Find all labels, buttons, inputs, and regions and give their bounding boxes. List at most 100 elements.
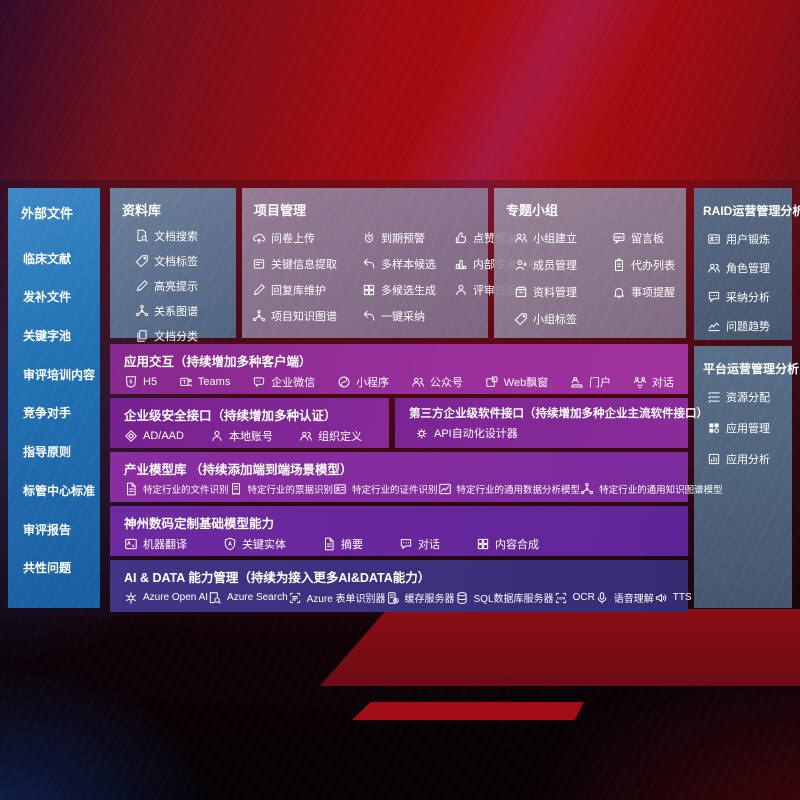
receipt-icon (229, 482, 243, 496)
feature-item: TTS (654, 591, 692, 605)
trend-chart-icon (707, 319, 721, 333)
feature-item: 对话 (399, 536, 440, 552)
panel-title: 外部文件 (21, 206, 74, 221)
cache-server-icon (386, 591, 400, 605)
cloud-upload-icon (252, 231, 266, 245)
feature-item: API自动化设计器 (415, 425, 518, 441)
row-title: 第三方企业级软件接口（持续增加多种企业主流软件接口） (409, 408, 708, 420)
feature-item: 回复库维护 (252, 282, 362, 298)
id-card-icon (333, 482, 347, 496)
list-item: 标管中心标准 (23, 483, 96, 498)
list-item: 指导原则 (23, 445, 72, 460)
knowledge-graph-icon (135, 304, 149, 318)
feature-item: 摘要 (322, 536, 363, 552)
feature-item: 文档分类 (135, 328, 236, 344)
openai-icon (124, 591, 138, 605)
tts-icon (654, 591, 668, 605)
feature-item: 用户锻炼 (707, 231, 792, 247)
clipboard-icon (612, 258, 626, 272)
api-gear-icon (415, 426, 429, 440)
bell-icon (612, 285, 626, 299)
chat-bubble-icon (399, 537, 413, 551)
people-icon (514, 231, 528, 245)
feature-item: Azure Search (208, 591, 288, 605)
chat-qa-icon (707, 290, 721, 304)
app-interaction-row: 应用交互（持续增加多种客户端） H5 Teams 企业微信 小程序 公众号 We… (110, 344, 688, 394)
feature-item: 机器翻译 (124, 536, 187, 552)
chart-box-icon (707, 452, 721, 466)
feature-item: 特定行业的证件识别 (333, 482, 438, 496)
documents-icon (135, 329, 149, 343)
feature-item: H5 (124, 375, 157, 389)
feature-item: 问卷上传 (252, 230, 362, 246)
foundation-model-row: 神州数码定制基础模型能力 机器翻译 关键实体 摘要 对话 内容合成 (110, 506, 688, 556)
adopt-arrow-icon (362, 309, 376, 323)
feature-item: 项目知识图谱 (252, 308, 362, 324)
feature-item: 留言板 (612, 230, 686, 246)
highlight-pen-icon (135, 279, 149, 293)
doc-extract-icon (252, 257, 266, 271)
list-item: 共性问题 (23, 561, 72, 576)
feature-item: 内容合成 (476, 536, 539, 552)
feature-item: 代办列表 (612, 257, 686, 273)
feature-item: 公众号 (411, 374, 463, 390)
feature-item: OCR (554, 591, 595, 605)
grid-icon (476, 537, 490, 551)
feature-item: 特定行业的通用数据分析模型 (438, 482, 580, 496)
feature-item: Azure 表单识别器 (288, 590, 386, 605)
ai-data-row: AI & DATA 能力管理（持续为接入更多AI&DATA能力） Azure O… (110, 560, 692, 612)
row-title: AI & DATA 能力管理（持续为接入更多AI&DATA能力） (124, 571, 431, 585)
shield-a-icon (223, 537, 237, 551)
list-item: 审评培训内容 (23, 367, 96, 382)
feature-item: 门户 (570, 374, 611, 390)
feature-item: 角色管理 (707, 260, 792, 276)
feature-item: 应用管理 (707, 420, 792, 436)
knowledge-graph-icon (252, 309, 266, 323)
app-grid-icon (707, 421, 721, 435)
feature-item: 语音理解 (595, 590, 654, 605)
feature-item: 小组建立 (514, 230, 612, 246)
feature-item: 企业微信 (252, 374, 315, 390)
feature-item: 资源分配 (707, 389, 792, 405)
panel-title: 项目管理 (254, 203, 307, 218)
row-title: 产业模型库 （持续添加端到端场景模型） (124, 463, 353, 477)
feature-item: 应用分析 (707, 451, 792, 467)
panel-title: 资料库 (122, 203, 162, 218)
list-item: 关键字池 (23, 329, 72, 344)
raid-analysis-panel: RAID运营管理分析 用户锻炼 角色管理 采纳分析 问题趋势 (694, 188, 800, 340)
thirdparty-software-row: 第三方企业级软件接口（持续增加多种企业主流软件接口） API自动化设计器 (395, 398, 708, 448)
row-title: 神州数码定制基础模型能力 (124, 517, 275, 531)
tag-icon (514, 312, 528, 326)
wechat-work-icon (252, 375, 266, 389)
platform-analysis-panel: 平台运营管理分析 资源分配 应用管理 应用分析 (694, 346, 800, 608)
feature-item: 多样本候选 (362, 256, 454, 272)
feature-item: 文档搜索 (135, 228, 236, 244)
form-scan-icon (288, 591, 302, 605)
list-item: 竞争对手 (23, 406, 72, 421)
feature-item: Azure Open AI (124, 591, 208, 605)
feature-item: 小组标签 (514, 311, 612, 327)
voice-icon (595, 591, 609, 605)
ranking-podium-icon (454, 257, 468, 271)
feature-item: 高亮提示 (135, 278, 236, 294)
feature-item: 文档标签 (135, 253, 236, 269)
ocr-icon (554, 591, 568, 605)
feature-item: 关键实体 (223, 536, 286, 552)
external-files-list: 临床文献 发补文件 关键字池 审评培训内容 竞争对手 指导原则 标管中心标准 审… (8, 222, 100, 608)
feature-item: 特定行业的通用知识图谱模型 (580, 482, 723, 496)
panel-title: 专题小组 (506, 203, 559, 218)
person-icon (454, 283, 468, 297)
list-item: 发补文件 (23, 290, 72, 305)
feature-item: 一键采纳 (362, 308, 454, 324)
feature-item: 成员管理 (514, 257, 612, 273)
task-list-icon (707, 390, 721, 404)
external-files-panel: 外部文件 临床文献 发补文件 关键字池 审评培训内容 竞争对手 指导原则 标管中… (8, 188, 100, 608)
feature-item: 问题趋势 (707, 318, 792, 334)
search-doc-icon (208, 591, 222, 605)
list-item: 审评报告 (23, 522, 72, 537)
feature-item: 采纳分析 (707, 289, 792, 305)
person-add-icon (514, 258, 528, 272)
feature-item: 事项提醒 (612, 284, 686, 300)
panel-title: 平台运营管理分析 (703, 362, 800, 376)
